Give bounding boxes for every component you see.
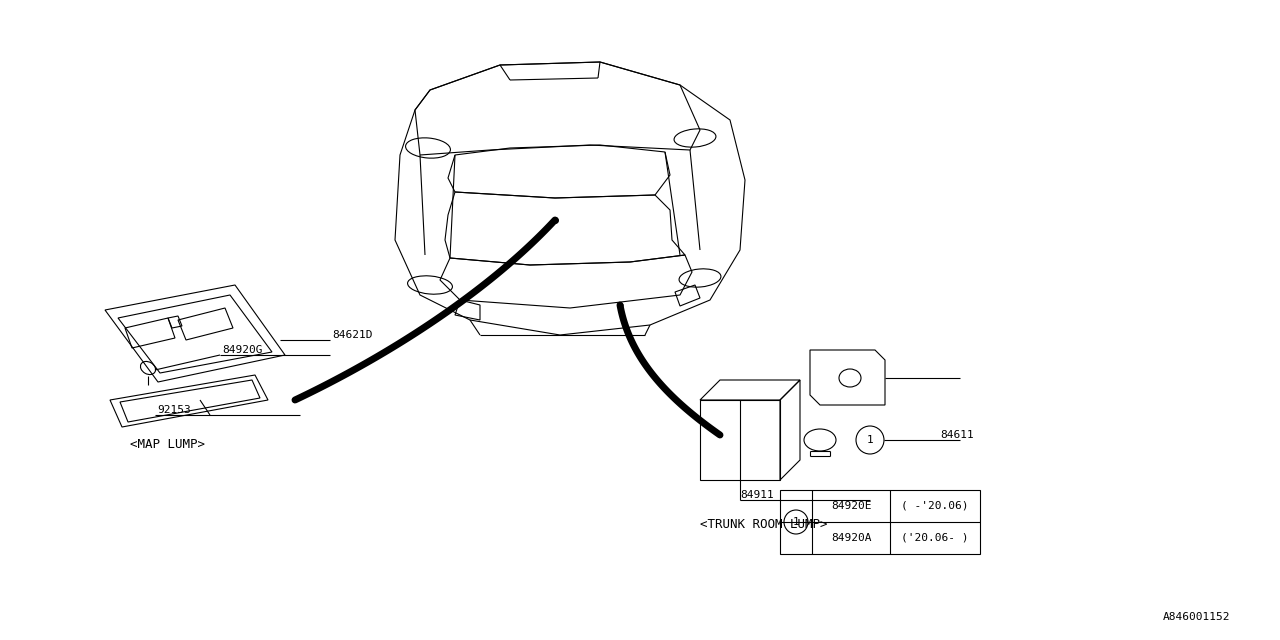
Text: 84920A: 84920A bbox=[831, 533, 872, 543]
Text: ('20.06- ): ('20.06- ) bbox=[901, 533, 969, 543]
Text: 84611: 84611 bbox=[940, 430, 974, 440]
Text: 1: 1 bbox=[792, 517, 800, 527]
Text: 92153: 92153 bbox=[157, 405, 191, 415]
Text: 1: 1 bbox=[867, 435, 873, 445]
Text: 84920G: 84920G bbox=[221, 345, 262, 355]
Text: A846001152: A846001152 bbox=[1162, 612, 1230, 622]
Text: 84920E: 84920E bbox=[831, 501, 872, 511]
Text: <TRUNK ROOM LUMP>: <TRUNK ROOM LUMP> bbox=[700, 518, 827, 531]
Text: <MAP LUMP>: <MAP LUMP> bbox=[131, 438, 205, 451]
Text: 84621D: 84621D bbox=[332, 330, 372, 340]
Text: 84911: 84911 bbox=[740, 490, 773, 500]
Text: ( -'20.06): ( -'20.06) bbox=[901, 501, 969, 511]
